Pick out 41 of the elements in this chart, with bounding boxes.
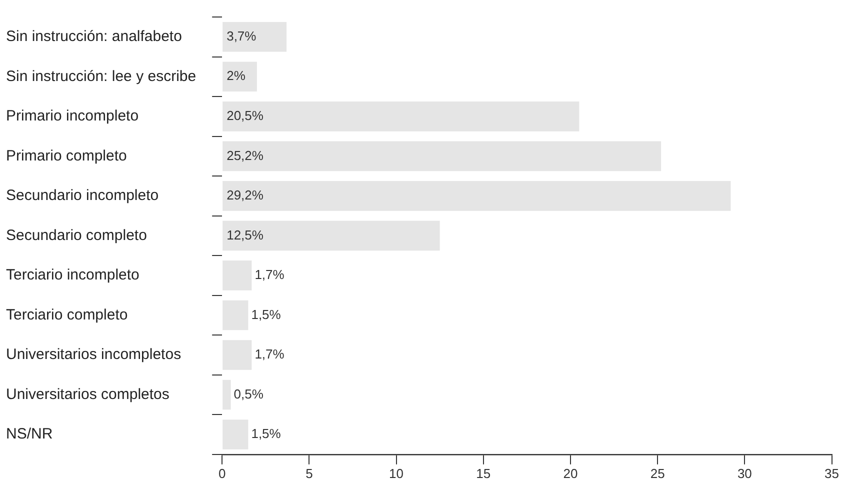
bar [222,300,248,330]
y-tick-label: NS/NR [6,426,53,443]
y-tick-label: Universitarios incompletos [6,346,182,364]
data-label: 3,7% [226,28,257,44]
data-label: 20,5% [226,108,264,123]
bar [222,380,231,410]
y-tick-label: Universitarios completos [6,386,170,403]
bar [222,141,662,172]
y-tick-label: Secundario incompleto [6,187,159,204]
x-tick-label: 15 [476,466,491,481]
data-label: 1,5% [251,426,282,442]
data-label: 29,2% [226,188,264,203]
bar [222,220,440,251]
bar [222,260,252,290]
y-tick-label: Primario incompleto [6,108,139,125]
y-tick-label: Secundario completo [6,226,147,244]
bar [222,181,731,211]
x-tick-label: 30 [737,466,752,481]
bar [222,102,580,132]
x-tick-label: 5 [306,466,313,481]
bar [222,22,287,52]
y-tick-label: Terciario incompleto [6,266,140,284]
x-tick-label: 25 [650,466,665,481]
data-label: 1,7% [254,346,285,362]
data-label: 12,5% [226,227,264,242]
x-tick-label: 0 [218,466,226,481]
data-label: 1,7% [254,267,285,282]
data-label: 1,5% [251,306,282,322]
x-tick-label: 35 [824,466,840,481]
y-tick-label: Sin instrucción: analfabeto [6,28,182,46]
bar [222,340,252,370]
y-tick-label: Sin instrucción: lee y escribe [6,68,196,85]
x-tick-label: 20 [563,466,578,481]
data-label: 0,5% [234,386,264,402]
y-tick-label: Primario completo [6,147,127,164]
y-tick-label: Terciario completo [6,306,128,324]
data-label: 2% [226,68,246,84]
bar [222,420,248,450]
bar [222,62,257,92]
x-tick-label: 10 [389,466,404,481]
data-label: 25,2% [226,148,264,163]
